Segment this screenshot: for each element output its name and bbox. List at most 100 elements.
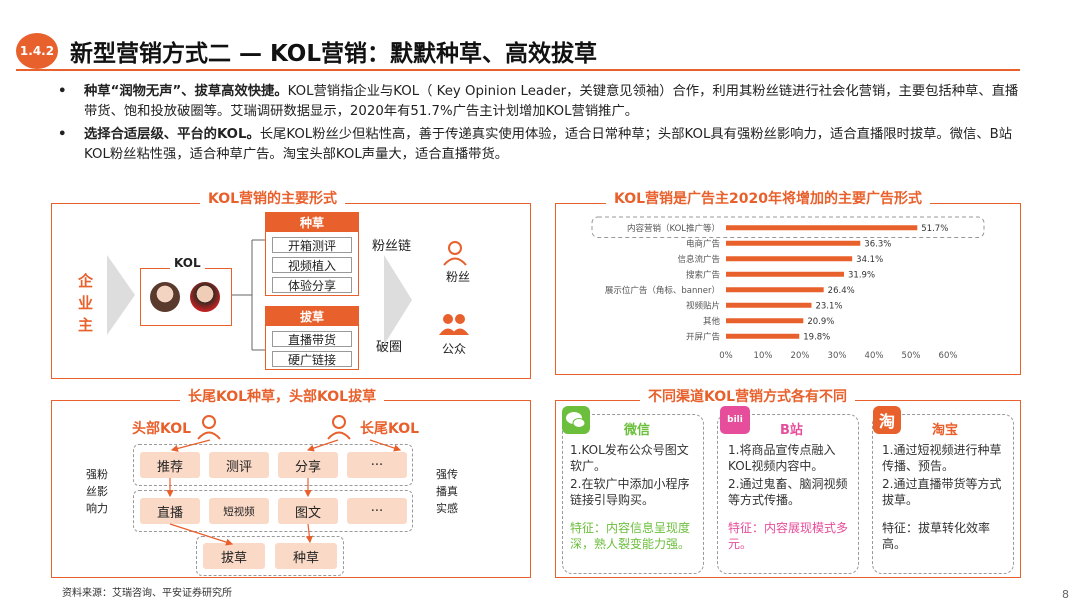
bullet-dot: • xyxy=(58,127,67,142)
fans-icon xyxy=(443,241,467,266)
fan-chain-label: 粉丝链 xyxy=(372,239,412,254)
grass-header: 种草 xyxy=(266,213,358,232)
category-label: 信息流广告 xyxy=(677,254,720,265)
head-kol-icon xyxy=(197,415,221,440)
grass-group xyxy=(265,212,359,296)
row3-item: 种草 xyxy=(275,543,337,569)
page-title: 新型营销方式二 — KOL营销：默默种草、高效拔草 xyxy=(70,41,598,67)
bar xyxy=(726,240,861,246)
bullet-body: 长尾KOL粉丝少但粘性高，善于传递真实使用体验，适合日常种草；头部KOL具有强粉… xyxy=(84,127,1013,162)
taobao-line: 1.通过短视频进行种草传播、预告。 xyxy=(882,443,1002,473)
forms-panel-title: KOL营销的主要形式 xyxy=(200,188,346,208)
row1-item: 分享 xyxy=(278,452,338,478)
row3-item: 拔草 xyxy=(203,543,265,569)
chart-panel-title: KOL营销是广告主2020年将增加的主要广告形式 xyxy=(606,188,931,208)
bilibili-icon: bili xyxy=(720,406,750,434)
public-label: 公众 xyxy=(442,342,467,356)
pull-item: 直播带货 xyxy=(272,331,352,347)
value-label: 23.1% xyxy=(815,301,842,311)
value-label: 26.4% xyxy=(828,286,855,296)
x-tick-label: 0% xyxy=(719,351,733,361)
category-label: 电商广告 xyxy=(686,238,720,249)
fans-label: 粉丝 xyxy=(446,270,471,284)
bar xyxy=(726,333,800,339)
bar xyxy=(726,302,812,308)
forms-connectors xyxy=(232,239,266,351)
row1-frame xyxy=(133,444,413,486)
value-label: 34.1% xyxy=(856,255,883,265)
row2-item: ··· xyxy=(347,498,407,524)
kol-avatar-male xyxy=(190,282,220,312)
bullet-body: KOL营销指企业与KOL（ Key Opinion Leader，关键意见领袖）… xyxy=(84,84,1019,119)
row1-item: ··· xyxy=(347,452,407,478)
flow-arrow xyxy=(384,255,412,345)
x-tick-label: 60% xyxy=(939,351,958,361)
grass-item: 体验分享 xyxy=(272,277,352,293)
longtail-arrows xyxy=(166,439,402,546)
wechat-line: 1.KOL发布公众号图文软广。 xyxy=(570,443,689,473)
row2-item: 短视频 xyxy=(209,498,269,524)
bullet-bold: 选择合适层级、平台的KOL。 xyxy=(84,127,260,142)
bar xyxy=(726,318,804,324)
row2-item: 图文 xyxy=(278,498,338,524)
value-label: 36.3% xyxy=(864,239,891,249)
longtail-panel-title: 长尾KOL种草，头部KOL拔草 xyxy=(180,386,385,406)
bullet-item: • 选择合适层级、平台的KOL。长尾KOL粉丝少但粘性高，善于传递真实使用体验，… xyxy=(58,125,1028,165)
channel-card-taobao xyxy=(872,414,1014,574)
category-label: 展示位广告（角标、banner） xyxy=(605,285,720,296)
row2-item: 直播 xyxy=(140,498,200,524)
channel-card-bilibili xyxy=(717,414,859,574)
wechat-icon xyxy=(562,406,590,434)
bilibili-line: 2.通过鬼畜、脑洞视频等方式传播。 xyxy=(728,477,848,507)
page-number: 8 xyxy=(1062,588,1069,601)
bullet-list: • 种草“润物无声”、拔草高效快捷。KOL营销指企业与KOL（ Key Opin… xyxy=(58,82,1028,168)
enterprise-arrow xyxy=(107,255,135,335)
header-divider xyxy=(16,69,1020,71)
bullet-dot: • xyxy=(58,84,67,99)
category-label: 其他 xyxy=(703,316,721,327)
x-tick-label: 40% xyxy=(865,351,884,361)
kol-label: KOL xyxy=(170,256,205,270)
channel-card-wechat xyxy=(562,414,704,574)
row1-item: 测评 xyxy=(209,452,269,478)
highlight-box xyxy=(591,216,985,238)
bullet-text: 选择合适层级、平台的KOL。长尾KOL粉丝少但粘性高，善于传递真实使用体验，适合… xyxy=(84,125,1028,165)
taobao-icon: 淘 xyxy=(873,406,901,434)
section-badge: 1.4.2 xyxy=(16,33,58,69)
category-label: 内容营销（KOL推广等） xyxy=(627,223,720,234)
bar-chart: 内容营销（KOL推广等） 51.7% 电商广告 36.3% 信息流广告 34.1% 搜索广告… xyxy=(591,216,985,361)
x-tick-label: 20% xyxy=(791,351,810,361)
pull-group xyxy=(265,306,359,370)
category-label: 搜索广告 xyxy=(686,269,720,280)
bullet-bold: 种草“润物无声”、拔草高效快捷。 xyxy=(84,84,288,99)
taobao-feature: 特征：拔草转化效率高。 xyxy=(882,521,991,551)
kol-avatar-female xyxy=(150,282,180,312)
value-label: 20.9% xyxy=(807,317,834,327)
right-note: 强传播真实感 xyxy=(436,468,458,515)
pull-item: 硬广链接 xyxy=(272,351,352,367)
taobao-line: 2.通过直播带货等方式拔草。 xyxy=(882,477,1002,507)
bar xyxy=(726,256,853,262)
category-label: 开屏广告 xyxy=(686,331,720,342)
bilibili-feature: 特征：内容展现模式多元。 xyxy=(728,521,849,551)
bullet-text: 种草“润物无声”、拔草高效快捷。KOL营销指企业与KOL（ Key Opinio… xyxy=(84,82,1028,122)
head-kol-label: 头部KOL xyxy=(132,421,192,437)
pull-header: 拔草 xyxy=(266,307,358,326)
grass-item: 开箱测评 xyxy=(272,237,352,253)
channel-panel-title: 不同渠道KOL营销方式各有不同 xyxy=(640,386,856,406)
grass-item: 视频植入 xyxy=(272,257,352,273)
bullet-item: • 种草“润物无声”、拔草高效快捷。KOL营销指企业与KOL（ Key Opin… xyxy=(58,82,1028,122)
bilibili-line: 1.将商品宣传点融入KOL视频内容中。 xyxy=(728,443,836,473)
bilibili-name: B站 xyxy=(780,423,803,438)
value-label: 51.7% xyxy=(921,224,948,234)
bar xyxy=(726,271,845,277)
category-label: 视频贴片 xyxy=(686,300,720,311)
row2-frame xyxy=(133,490,413,532)
wechat-feature: 特征：内容信息呈现度深，熟人裂变能力强。 xyxy=(570,521,691,551)
source-note: 资料来源：艾瑞咨询、平安证券研究所 xyxy=(62,588,232,599)
x-tick-label: 10% xyxy=(754,351,773,361)
longtail-kol-label: 长尾KOL xyxy=(360,421,420,437)
bar xyxy=(726,287,824,293)
wechat-name: 微信 xyxy=(624,423,651,438)
value-label: 31.9% xyxy=(848,270,875,280)
